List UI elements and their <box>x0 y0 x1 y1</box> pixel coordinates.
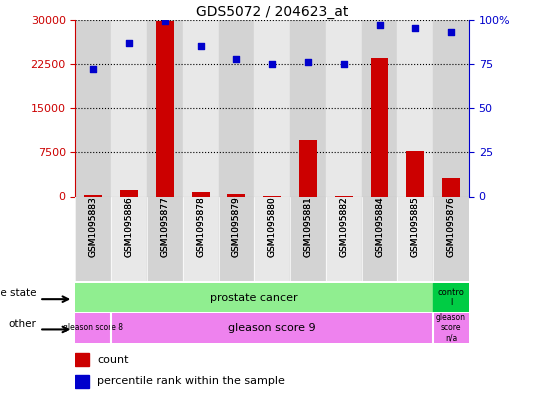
Point <box>375 22 384 28</box>
Bar <box>290 20 326 196</box>
Text: GSM1095886: GSM1095886 <box>125 196 134 257</box>
Bar <box>397 20 433 196</box>
Text: GSM1095881: GSM1095881 <box>303 196 313 257</box>
Text: GSM1095883: GSM1095883 <box>89 196 98 257</box>
Text: percentile rank within the sample: percentile rank within the sample <box>97 376 285 386</box>
Text: GSM1095882: GSM1095882 <box>339 196 348 257</box>
Bar <box>371 58 389 196</box>
Text: GSM1095880: GSM1095880 <box>268 196 277 257</box>
Text: GSM1095882: GSM1095882 <box>339 196 348 257</box>
Bar <box>120 190 138 196</box>
Text: GSM1095876: GSM1095876 <box>446 196 455 257</box>
Bar <box>111 20 147 196</box>
Bar <box>156 21 174 196</box>
Bar <box>326 20 362 196</box>
Point <box>447 29 455 35</box>
Text: contro
l: contro l <box>438 288 465 307</box>
Bar <box>218 196 254 281</box>
Bar <box>442 178 460 196</box>
Bar <box>75 375 89 387</box>
Bar <box>183 20 218 196</box>
Bar <box>75 196 111 281</box>
Bar <box>218 20 254 196</box>
Text: gleason score 8: gleason score 8 <box>64 323 123 332</box>
Text: count: count <box>97 354 129 365</box>
Text: GSM1095878: GSM1095878 <box>196 196 205 257</box>
Text: GSM1095884: GSM1095884 <box>375 196 384 257</box>
Bar <box>290 196 326 281</box>
Text: GSM1095879: GSM1095879 <box>232 196 241 257</box>
Bar <box>433 196 469 281</box>
Text: GSM1095885: GSM1095885 <box>411 196 420 257</box>
Text: GSM1095878: GSM1095878 <box>196 196 205 257</box>
Bar <box>111 313 433 343</box>
Point <box>303 59 312 65</box>
Point <box>196 43 205 49</box>
Bar <box>362 196 397 281</box>
Text: GSM1095879: GSM1095879 <box>232 196 241 257</box>
Bar <box>433 313 469 343</box>
Point <box>268 61 277 67</box>
Bar <box>362 20 397 196</box>
Bar <box>183 196 218 281</box>
Bar <box>326 196 362 281</box>
Point <box>125 40 134 46</box>
Text: disease state: disease state <box>0 288 36 298</box>
Bar <box>406 151 424 196</box>
Bar <box>254 196 290 281</box>
Bar <box>75 313 111 343</box>
Text: GSM1095883: GSM1095883 <box>89 196 98 257</box>
Point <box>232 55 241 62</box>
Text: GSM1095885: GSM1095885 <box>411 196 420 257</box>
Bar <box>75 20 111 196</box>
Title: GDS5072 / 204623_at: GDS5072 / 204623_at <box>196 5 348 18</box>
Text: GSM1095876: GSM1095876 <box>446 196 455 257</box>
Point <box>340 61 348 67</box>
Bar <box>397 196 433 281</box>
Text: prostate cancer: prostate cancer <box>211 293 298 303</box>
Text: GSM1095877: GSM1095877 <box>161 196 169 257</box>
Bar <box>75 353 89 366</box>
Bar <box>227 194 245 196</box>
Bar <box>433 283 469 312</box>
Text: GSM1095877: GSM1095877 <box>161 196 169 257</box>
Bar <box>147 196 183 281</box>
Text: GSM1095881: GSM1095881 <box>303 196 313 257</box>
Bar <box>192 192 210 196</box>
Text: other: other <box>8 319 36 329</box>
Bar <box>147 20 183 196</box>
Text: GSM1095886: GSM1095886 <box>125 196 134 257</box>
Point <box>161 18 169 24</box>
Bar <box>254 20 290 196</box>
Text: GSM1095884: GSM1095884 <box>375 196 384 257</box>
Bar <box>111 196 147 281</box>
Text: GSM1095880: GSM1095880 <box>268 196 277 257</box>
Point <box>411 26 419 32</box>
Bar <box>85 195 102 196</box>
Point <box>89 66 98 72</box>
Text: gleason
score
n/a: gleason score n/a <box>436 313 466 343</box>
Bar <box>299 140 317 196</box>
Text: gleason score 9: gleason score 9 <box>229 323 316 333</box>
Bar <box>433 20 469 196</box>
